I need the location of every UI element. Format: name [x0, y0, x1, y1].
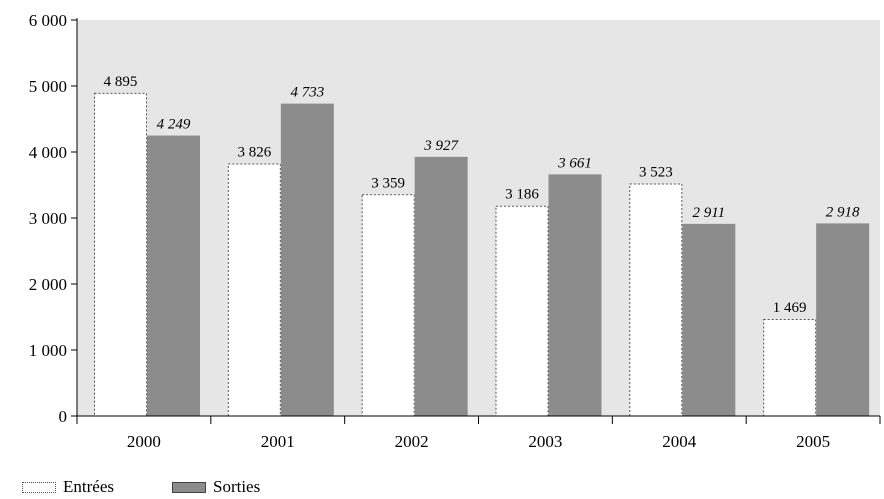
data-label-sorties-2000: 4 249 — [157, 117, 191, 133]
bar-sorties-2003 — [548, 174, 602, 416]
y-tick-label-0: 0 — [59, 407, 68, 426]
bar-sorties-2001 — [280, 103, 334, 416]
y-tick-label-3000: 3 000 — [29, 209, 67, 228]
legend-swatch-entrees — [22, 481, 56, 493]
bar-entrees-2003 — [495, 205, 549, 417]
x-tick-label-2001: 2001 — [261, 432, 295, 451]
legend-item-sorties: Sorties — [171, 477, 261, 497]
data-label-entrees-2003: 3 186 — [505, 187, 539, 203]
axes-group: 0 1 000 2 000 3 000 4 000 5 000 6 000 2000 2001 2… — [29, 11, 881, 451]
legend-label-entrees: Entrées — [63, 477, 114, 496]
bar-entrees-2005 — [763, 319, 817, 417]
x-tick-label-2003: 2003 — [528, 432, 562, 451]
bars-group — [94, 92, 870, 417]
data-label-entrees-2002: 3 359 — [371, 175, 405, 191]
data-label-sorties-2004: 2 911 — [693, 205, 726, 221]
data-label-entrees-2005: 1 469 — [773, 300, 807, 316]
data-label-sorties-2001: 4 733 — [290, 85, 324, 101]
bar-sorties-2000 — [147, 135, 200, 417]
legend-item-entrees: Entrées — [22, 477, 114, 497]
y-tick-label-5000: 5 000 — [29, 77, 67, 96]
x-tick-label-2004: 2004 — [662, 432, 697, 451]
bar-entrees-2002 — [361, 194, 415, 417]
bar-sorties-2002 — [414, 156, 468, 416]
data-label-sorties-2002: 3 927 — [423, 138, 459, 154]
value-labels-group: 4 895 4 249 3 826 4 733 3 359 3 927 3 186 3 661… — [104, 74, 860, 316]
legend: Entrées Sorties — [22, 476, 318, 498]
bar-entrees-2000 — [94, 92, 147, 417]
bar-sorties-2005 — [816, 223, 870, 416]
x-tick-label-2002: 2002 — [395, 432, 429, 451]
bar-sorties-2004 — [682, 223, 736, 416]
y-tick-label-4000: 4 000 — [29, 143, 67, 162]
bar-entrees-2004 — [629, 183, 683, 417]
legend-swatch-sorties — [171, 481, 206, 493]
y-tick-label-6000: 6 000 — [29, 11, 67, 30]
x-tick-label-2000: 2000 — [127, 432, 161, 451]
data-label-entrees-2001: 3 826 — [237, 144, 271, 160]
y-tick-label-2000: 2 000 — [29, 275, 67, 294]
data-label-sorties-2003: 3 661 — [557, 155, 592, 171]
data-label-entrees-2000: 4 895 — [104, 74, 138, 90]
data-label-entrees-2004: 3 523 — [639, 164, 673, 180]
legend-label-sorties: Sorties — [212, 477, 261, 496]
x-tick-label-2005: 2005 — [796, 432, 830, 451]
bar-entrees-2001 — [227, 163, 281, 417]
data-label-sorties-2005: 2 918 — [826, 204, 860, 220]
plot-background — [77, 20, 880, 416]
y-tick-label-1000: 1 000 — [29, 341, 67, 360]
